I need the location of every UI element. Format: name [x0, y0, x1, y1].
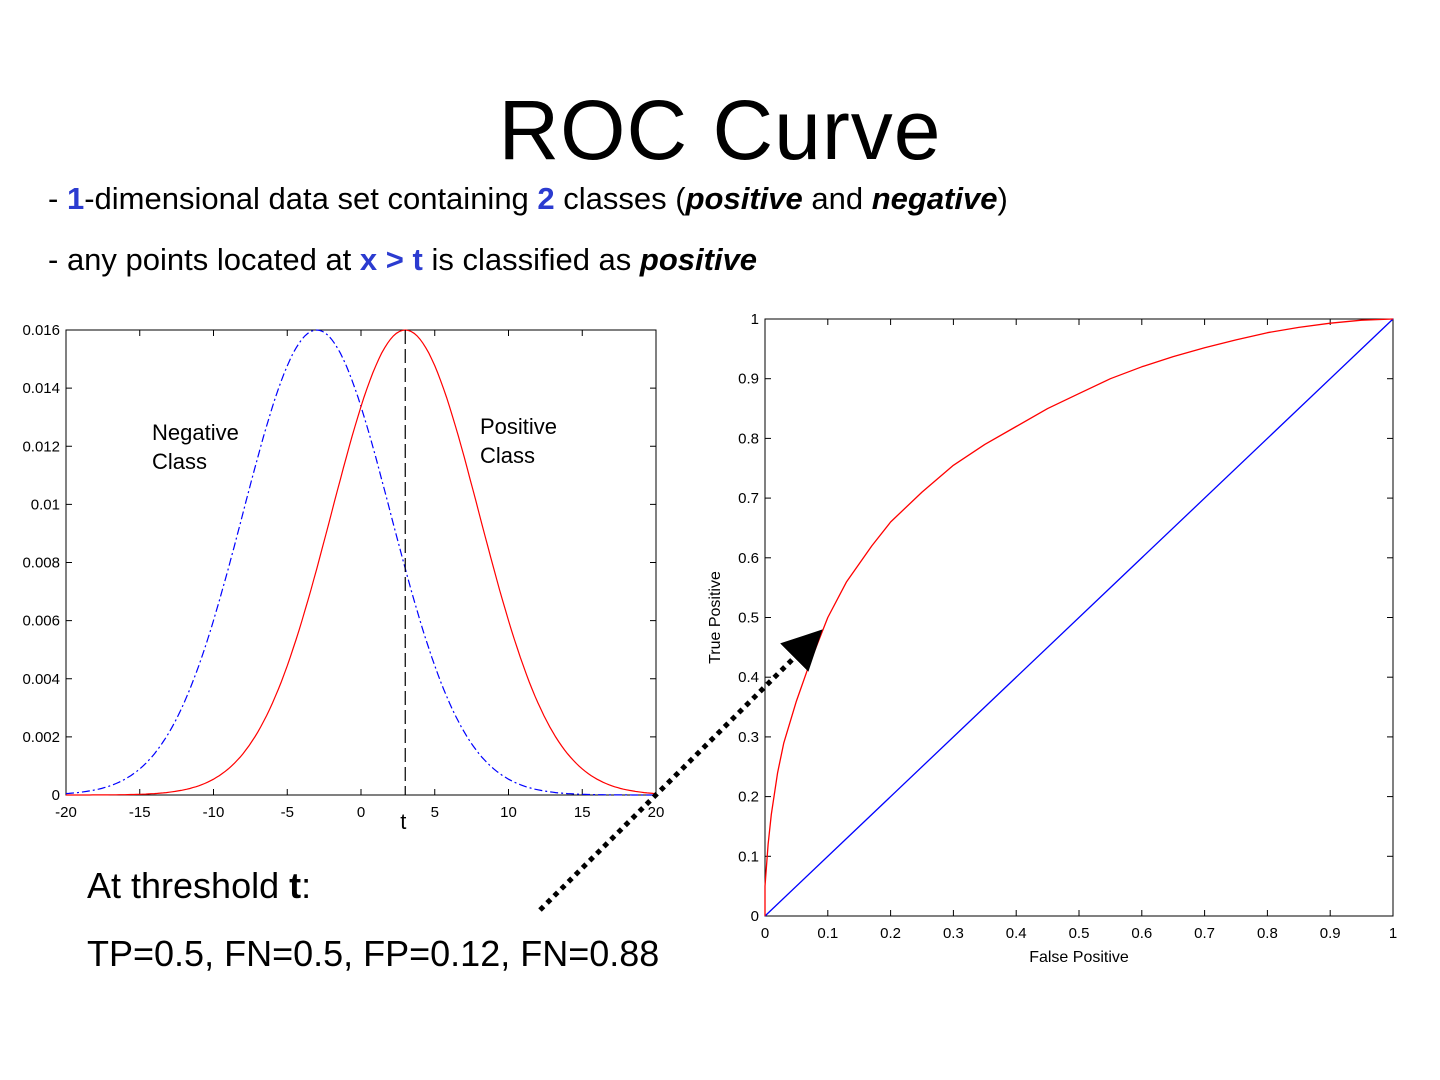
- pointer-arrow: [538, 629, 823, 912]
- x-tick-label: -10: [203, 804, 225, 821]
- y-tick-label: 0.9: [738, 371, 759, 388]
- negative-class-label: Class: [152, 449, 207, 474]
- x-tick-label: -20: [55, 804, 77, 821]
- threshold-label: t: [400, 809, 406, 834]
- x-tick-label: 0: [761, 925, 769, 942]
- bullet-text: and: [802, 181, 872, 216]
- class-count: 2: [537, 181, 555, 216]
- x-tick-label: 0.8: [1257, 925, 1278, 942]
- roc-curve: [764, 318, 1394, 916]
- y-tick-label: 0: [751, 908, 759, 925]
- x-tick-label: 0.2: [880, 925, 901, 942]
- bullet-dash: -: [48, 181, 67, 216]
- y-axis-label: True Positive: [707, 571, 724, 664]
- bullet-text: ): [997, 181, 1008, 216]
- positive-term: positive: [639, 242, 758, 277]
- threshold-prefix: At threshold: [87, 865, 290, 906]
- x-tick-label: 0.3: [943, 925, 964, 942]
- threshold-var: t: [289, 865, 302, 906]
- bullet-classification-rule: - any points located at x > t is classif…: [48, 244, 757, 275]
- rates-note: TP=0.5, FN=0.5, FP=0.12, FN=0.88: [87, 933, 660, 974]
- y-tick-label: 0.004: [22, 671, 60, 688]
- random-curve: [764, 318, 1394, 917]
- bullet-text: classes (: [554, 181, 686, 216]
- bullet-text: any points located at: [66, 242, 360, 277]
- bullet-text: is classified as: [422, 242, 640, 277]
- y-tick-label: 0.016: [22, 322, 60, 339]
- positive-class-curve: [66, 329, 657, 796]
- negative-class-label: Negative: [152, 420, 239, 445]
- y-tick-label: 0.5: [738, 610, 759, 627]
- x-tick-label: 5: [431, 804, 439, 821]
- x-tick-label: 20: [648, 804, 665, 821]
- y-tick-label: 0.006: [22, 613, 60, 630]
- negative-term: negative: [871, 181, 998, 216]
- y-tick-label: 0.8: [738, 430, 759, 447]
- x-axis-label: False Positive: [1029, 949, 1129, 966]
- positive-class-label: Class: [480, 443, 535, 468]
- plot-frame: [65, 329, 657, 796]
- y-tick-label: 0.1: [738, 848, 759, 865]
- x-tick-label: 0.9: [1320, 925, 1341, 942]
- dimension-count: 1: [66, 181, 85, 216]
- y-tick-label: 0.3: [738, 729, 759, 746]
- y-tick-label: 0.014: [22, 380, 60, 397]
- y-tick-label: 0.008: [22, 555, 60, 572]
- bullet-dash: -: [48, 242, 67, 277]
- page-title: ROC Curve: [498, 83, 942, 177]
- distribution-chart: -20 -15 -10 -5 0 5 10 15 20 0 0.002 0.004 0.006 0.008…: [22, 322, 664, 834]
- threshold-suffix: :: [301, 865, 312, 906]
- y-tick-label: 0.2: [738, 789, 759, 806]
- x-tick-label: 0.1: [817, 925, 838, 942]
- x-tick-label: -5: [281, 804, 294, 821]
- y-tick-label: 0: [52, 787, 60, 804]
- bullet-text: -dimensional data set containing: [84, 181, 538, 216]
- x-tick-label: 10: [500, 804, 517, 821]
- y-tick-label: 1: [751, 311, 759, 328]
- x-tick-label: -15: [129, 804, 151, 821]
- threshold-condition: x > t: [359, 242, 423, 277]
- x-tick-label: 0: [357, 804, 365, 821]
- x-tick-label: 15: [574, 804, 591, 821]
- y-tick-label: 0.002: [22, 729, 60, 746]
- x-tick-label: 0.4: [1006, 925, 1027, 942]
- positive-term: positive: [685, 181, 803, 216]
- y-tick-label: 0.01: [31, 496, 60, 513]
- y-tick-label: 0.6: [738, 550, 759, 567]
- bullet-dataset-description: - 1-dimensional data set containing 2 cl…: [48, 183, 1008, 214]
- y-tick-label: 0.7: [738, 490, 759, 507]
- y-tick-label: 0.012: [22, 438, 60, 455]
- x-tick-label: 1: [1389, 925, 1397, 942]
- threshold-note: At threshold t:: [87, 868, 311, 904]
- x-tick-label: 0.6: [1131, 925, 1152, 942]
- y-tick-label: 0.4: [738, 669, 759, 686]
- positive-class-label: Positive: [480, 414, 557, 439]
- roc-chart: 0 0.1 0.2 0.3 0.4 0.5 0.6 0.7 0.8 0.9 1 0 0.1 0.2 0.3 0…: [707, 311, 1397, 966]
- x-tick-label: 0.5: [1069, 925, 1090, 942]
- x-tick-label: 0.7: [1194, 925, 1215, 942]
